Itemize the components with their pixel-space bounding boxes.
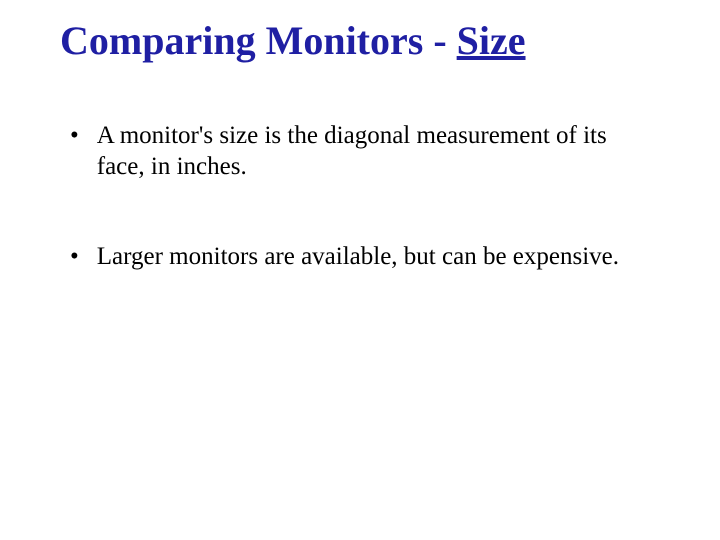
bullet-text: Larger monitors are available, but can b… (97, 241, 660, 272)
title-prefix: Comparing Monitors - (60, 18, 457, 63)
bullet-marker: • (70, 241, 79, 272)
bullet-item: • A monitor's size is the diagonal measur… (70, 120, 660, 183)
slide-title: Comparing Monitors - Size (60, 18, 660, 64)
slide-body: • A monitor's size is the diagonal measur… (70, 120, 660, 272)
bullet-item: • Larger monitors are available, but can … (70, 241, 660, 272)
bullet-text: A monitor's size is the diagonal measure… (97, 120, 660, 183)
bullet-marker: • (70, 120, 79, 151)
slide: Comparing Monitors - Size • A monitor's s… (0, 0, 720, 540)
title-underlined: Size (457, 18, 526, 63)
